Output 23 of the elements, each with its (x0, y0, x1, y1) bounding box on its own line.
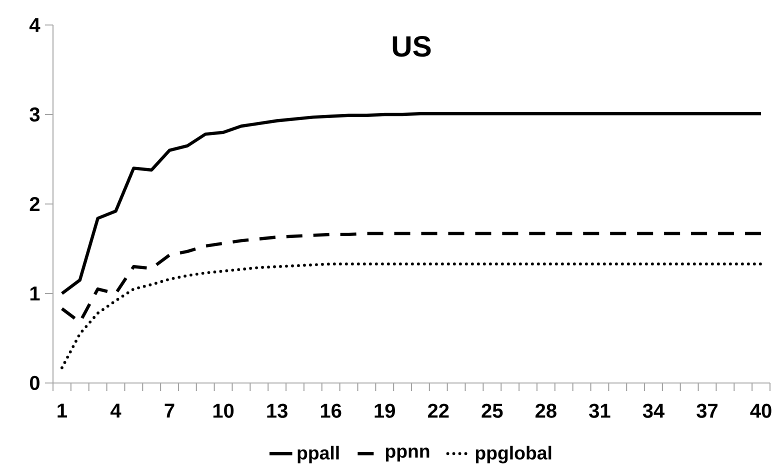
chart-title: US (392, 36, 431, 57)
x-tick-label: 13 (267, 404, 288, 418)
x-tick-label: 28 (536, 404, 556, 418)
y-tick-label: 4 (29, 18, 40, 32)
x-tick-label: 4 (110, 404, 122, 418)
x-tick-label: 40 (750, 404, 772, 418)
y-tick-label: 3 (30, 107, 40, 122)
x-tick-label: 37 (696, 404, 718, 418)
x-tick-label: 34 (642, 404, 664, 418)
legend-label: ppnn (386, 448, 430, 462)
y-tick-label: 0 (30, 376, 40, 390)
y-tick-label: 2 (30, 197, 40, 211)
x-tick-label: 19 (374, 404, 395, 418)
legend-label: ppglobal (476, 446, 552, 464)
legend-label: ppall (298, 446, 339, 464)
x-tick-label: 7 (164, 404, 174, 418)
x-tick-label: 10 (213, 404, 234, 418)
x-tick-label: 1 (58, 404, 67, 418)
x-tick-label: 25 (482, 404, 503, 418)
x-tick-label: 31 (589, 404, 610, 418)
x-tick-label: 22 (428, 404, 449, 418)
y-tick-label: 1 (30, 286, 40, 300)
x-tick-label: 16 (320, 404, 342, 418)
